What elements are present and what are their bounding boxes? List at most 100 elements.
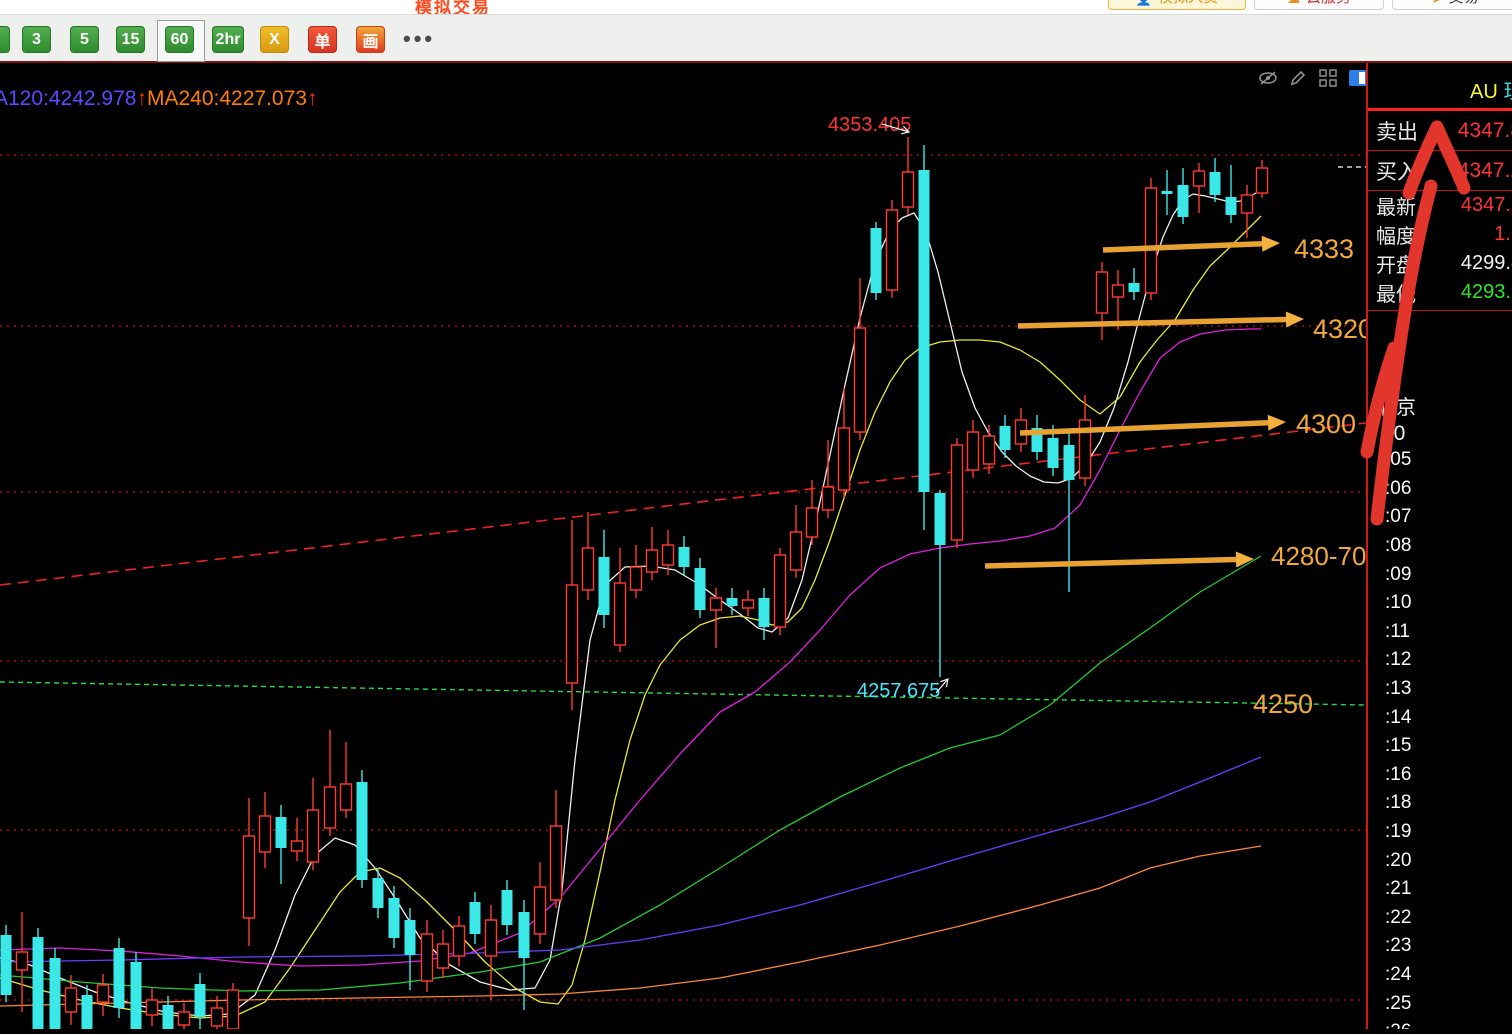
candle-body-up: [242, 835, 256, 919]
candle-body-up: [1255, 167, 1269, 194]
time-row: :20: [1385, 849, 1412, 871]
quote-row: 开盘 4299.8: [1368, 249, 1512, 278]
candle-body-down: [758, 598, 770, 627]
cloud-service-button[interactable]: ☁ 云服务: [1254, 0, 1384, 10]
candlestick-chart[interactable]: 4333 4320 4300 4280-70 4250 4353.405 4257.675 …: [0, 63, 1373, 1030]
candle-body-down: [356, 782, 368, 880]
candle-body-up: [96, 984, 110, 1003]
candle-body-up: [741, 599, 755, 609]
candle-body-up: [306, 809, 320, 863]
level-arrow-shaft: [984, 556, 1237, 569]
time-row: :07: [1385, 506, 1412, 528]
candle-body-up: [290, 840, 304, 852]
candle-body-down: [372, 878, 384, 908]
price-annotation: 4257.675: [857, 680, 940, 702]
candle-body-up: [789, 531, 803, 571]
time-row: :16: [1385, 763, 1412, 785]
ma120-label: A120:4242.978: [0, 87, 137, 110]
candle-body-up: [901, 171, 915, 208]
quote-label: 最新: [1376, 197, 1416, 219]
candle-body-up: [15, 951, 29, 971]
right-panel-toggle-icon[interactable]: [1348, 68, 1368, 88]
person-icon: 👤: [1136, 0, 1152, 7]
quote-value: 4293.9: [1460, 281, 1512, 303]
candle-body-up: [226, 989, 240, 1030]
candle-body-down: [518, 912, 530, 958]
candle-body-down: [1031, 428, 1043, 452]
time-list[interactable]: 北京 20 :05:06:07:08:09:10:11:12:13:14:15:…: [1368, 385, 1512, 1029]
candle-body-down: [1063, 445, 1075, 480]
order-button[interactable]: 单: [308, 26, 337, 53]
ma-yellow: [0, 215, 1262, 1019]
time-row: :23: [1385, 935, 1412, 957]
sim-trade-label: 模拟交易: [415, 0, 491, 15]
quote-row: 卖出 4347.8: [1368, 111, 1512, 151]
level-arrow-shaft: [1102, 240, 1263, 253]
candle-body-up: [805, 507, 819, 538]
candle-body-up: [773, 554, 787, 628]
candle-body-up: [966, 431, 980, 471]
candle-body-down: [469, 902, 481, 934]
candle-body-down: [501, 890, 513, 925]
candle-body-down: [1225, 197, 1237, 215]
beijing-time-label: 北京: [1376, 397, 1416, 419]
candle-body-up: [1095, 271, 1109, 314]
candle-body-up: [549, 825, 563, 901]
up-arrow-icon: ↑: [306, 87, 318, 110]
candle-body-up: [177, 1011, 191, 1026]
draw-button[interactable]: 画: [356, 26, 385, 53]
timeframe-button-3[interactable]: 3: [22, 26, 51, 53]
candle-body-up: [533, 886, 547, 935]
candle-body-down: [1177, 185, 1189, 217]
time-row: :15: [1385, 735, 1412, 757]
candle-body-down: [870, 228, 882, 293]
time-row: :19: [1385, 821, 1412, 843]
chart-corner-tools: [1258, 68, 1368, 88]
candle-body-down: [32, 937, 44, 1029]
candle-body-up: [258, 815, 272, 853]
quote-label: 买入: [1376, 160, 1418, 184]
candle-body-up: [1078, 419, 1092, 479]
time-row: :05: [1385, 449, 1412, 471]
candle-body-up: [145, 999, 159, 1016]
pencil-icon[interactable]: [1288, 68, 1308, 88]
candle-body-down: [49, 958, 61, 1029]
trade-button[interactable]: ➤ 交易: [1392, 0, 1512, 10]
candle-body-up: [709, 597, 723, 611]
close-chart-button[interactable]: X: [260, 26, 289, 53]
panel-divider: [1368, 310, 1512, 311]
candle-body-down: [934, 493, 946, 545]
candle-body-down: [999, 426, 1011, 450]
pointer-arrow-head: [940, 678, 949, 688]
time-rows: :05:06:07:08:09:10:11:12:13:14:15:16:18:…: [1368, 446, 1512, 1029]
timeframe-button-15[interactable]: 15: [116, 26, 145, 53]
pointer-arrow: [935, 678, 949, 694]
quote-row: 最新 4347.2: [1368, 191, 1512, 220]
candle-body-up: [821, 486, 835, 511]
grid-layout-icon[interactable]: [1318, 68, 1338, 88]
time-row: :11: [1385, 620, 1411, 642]
date-prefix: 20: [1382, 422, 1406, 445]
timeframe-button-partial[interactable]: [0, 26, 10, 53]
quote-label: 开盘: [1376, 255, 1416, 277]
level-label: 4320: [1313, 314, 1366, 344]
ma240-label: MA240:4227.073: [146, 87, 307, 110]
sim-fund-button[interactable]: 👤 模拟入资: [1108, 0, 1246, 10]
candle-body-down: [918, 170, 930, 492]
candle-body-down: [194, 984, 206, 1017]
candle-body-up: [853, 327, 867, 433]
cloud-icon: ☁: [1287, 0, 1300, 7]
chart-canvas[interactable]: 4333 4320 4300 4280-70 4250 4353.405 4257.675: [0, 63, 1373, 1030]
quote-rows: 卖出 4347.8 买入 4347.2 最新 4347.2 幅度 1.1 开盘 4299.8 最低 4…: [1368, 111, 1512, 311]
hide-eye-icon[interactable]: [1258, 68, 1278, 88]
timeframe-button-60[interactable]: 60: [165, 26, 194, 53]
quote-header: AU 现货: [1368, 63, 1512, 108]
level-label: 4300: [1296, 409, 1356, 439]
candle-body-down: [1161, 191, 1173, 194]
quote-label: 最低: [1376, 284, 1416, 306]
timeframe-button-2hr[interactable]: 2hr: [212, 26, 244, 53]
candle-body-up: [565, 584, 579, 684]
time-row: :10: [1385, 592, 1412, 614]
timeframe-button-5[interactable]: 5: [70, 26, 99, 53]
level-arrow-shaft: [1019, 419, 1269, 436]
